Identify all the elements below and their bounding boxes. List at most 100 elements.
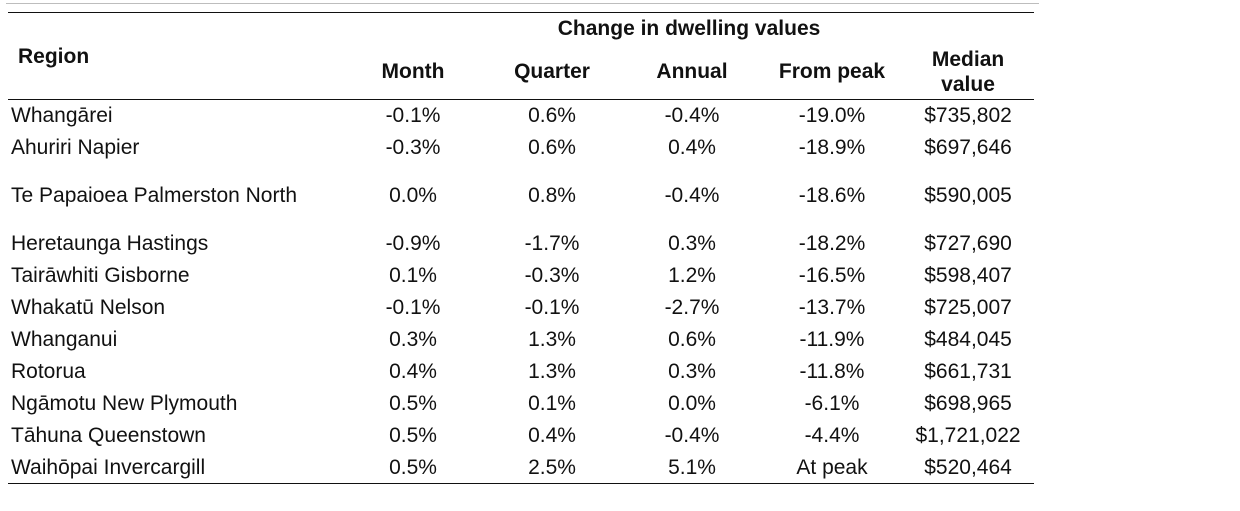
table-row: Tāhuna Queenstown 0.5% 0.4% -0.4% -4.4% … — [8, 420, 1034, 452]
month-cell: 0.5% — [389, 455, 437, 479]
quarter-cell: 0.6% — [528, 136, 576, 159]
region-label: Heretaunga Hastings — [11, 232, 209, 255]
from-peak-cell: -18.9% — [798, 136, 866, 159]
month-cell: 0.5% — [389, 392, 437, 415]
region-cell: Whangārei — [8, 100, 344, 132]
month-cell: 0.0% — [389, 184, 437, 207]
from-peak-cell: -13.7% — [798, 296, 866, 319]
column-header-region: Region — [8, 12, 344, 100]
quarter-cell: 1.3% — [528, 360, 576, 383]
annual-cell: -2.7% — [664, 296, 720, 319]
annual-cell: 0.4% — [668, 136, 716, 159]
annual-cell: 0.6% — [668, 328, 716, 351]
region-cell: Ahuriri Napier — [8, 132, 344, 164]
region-cell: Tairāwhiti Gisborne — [8, 260, 344, 292]
from-peak-cell: -19.0% — [798, 104, 866, 128]
column-header-row: Month Quarter Annual From peak Median va… — [8, 44, 1035, 100]
region-label: Tāhuna Queenstown — [11, 424, 206, 447]
quarter-cell: -0.3% — [524, 264, 580, 287]
annual-cell: -0.4% — [664, 184, 720, 207]
region-label: Tairāwhiti Gisborne — [11, 264, 190, 287]
region-cell: Whakatū Nelson — [8, 292, 344, 324]
annual-cell: 1.2% — [668, 264, 716, 287]
median-value-cell: $661,731 — [924, 360, 1012, 383]
median-value-cell: $598,407 — [924, 264, 1012, 287]
group-header-change-in-dwelling-values: Change in dwelling values — [557, 17, 821, 41]
median-value-cell: $697,646 — [924, 136, 1012, 159]
table-body: Whangārei -0.1% 0.6% -0.4% -19.0% $735,8… — [8, 100, 1034, 484]
quarter-cell: 1.3% — [528, 328, 576, 351]
from-peak-cell: -18.6% — [798, 184, 866, 207]
median-value-cell: $520,464 — [924, 455, 1012, 479]
median-value-cell: $735,802 — [924, 104, 1012, 128]
month-cell: -0.1% — [385, 104, 441, 128]
region-cell: Ngāmotu New Plymouth — [8, 388, 344, 420]
month-cell: -0.3% — [385, 136, 441, 159]
quarter-cell: -0.1% — [524, 296, 580, 319]
group-header-row: Region Change in dwelling values — [8, 12, 1034, 100]
region-label: Whangārei — [11, 104, 113, 128]
table-row: Ahuriri Napier -0.3% 0.6% 0.4% -18.9% $6… — [8, 132, 1034, 164]
median-value-cell: $725,007 — [924, 296, 1012, 319]
annual-cell: 5.1% — [668, 455, 716, 479]
median-value-cell: $727,690 — [924, 232, 1012, 255]
month-cell: -0.9% — [385, 232, 441, 255]
median-value-cell: $1,721,022 — [915, 424, 1021, 447]
table-row: Ngāmotu New Plymouth 0.5% 0.1% 0.0% -6.1… — [8, 388, 1034, 420]
month-cell: 0.5% — [389, 424, 437, 447]
table-row: Tairāwhiti Gisborne 0.1% -0.3% 1.2% -16.… — [8, 260, 1034, 292]
column-header-annual: Annual — [622, 44, 762, 100]
column-header-median-value: Median value — [902, 44, 1035, 100]
dwelling-values-table: Region Change in dwelling values Month Q… — [8, 12, 1035, 484]
quarter-cell: 0.8% — [528, 184, 576, 207]
quarter-cell: 0.6% — [528, 104, 576, 128]
region-label: Rotorua — [11, 360, 86, 383]
region-cell: Tāhuna Queenstown — [8, 420, 344, 452]
table-row: Whangārei -0.1% 0.6% -0.4% -19.0% $735,8… — [8, 100, 1034, 132]
quarter-cell: 0.1% — [528, 392, 576, 415]
column-header-median-value-label: Median value — [931, 47, 1005, 96]
top-hairline-divider — [6, 3, 1039, 4]
annual-cell: 0.3% — [668, 232, 716, 255]
from-peak-cell: -11.9% — [799, 328, 865, 351]
annual-cell: -0.4% — [664, 104, 720, 128]
table-header: Region Change in dwelling values Month Q… — [8, 12, 1035, 100]
median-value-cell: $698,965 — [924, 392, 1012, 415]
month-cell: -0.1% — [385, 296, 441, 319]
table-row: Heretaunga Hastings -0.9% -1.7% 0.3% -18… — [8, 228, 1034, 260]
quarter-cell: -1.7% — [524, 232, 580, 255]
table-row: Whakatū Nelson -0.1% -0.1% -2.7% -13.7% … — [8, 292, 1034, 324]
from-peak-cell: -6.1% — [804, 392, 860, 415]
month-cell: 0.1% — [389, 264, 437, 287]
median-value-cell: $590,005 — [924, 184, 1012, 207]
region-label: Whakatū Nelson — [11, 296, 166, 319]
column-header-from-peak: From peak — [762, 44, 902, 100]
table-row: Te Papaioea Palmerston North 0.0% 0.8% -… — [8, 164, 1034, 228]
column-header-quarter: Quarter — [482, 44, 622, 100]
region-label: Ngāmotu New Plymouth — [11, 392, 238, 415]
from-peak-cell: -18.2% — [798, 232, 866, 255]
region-cell: Heretaunga Hastings — [8, 228, 344, 260]
from-peak-cell: -4.4% — [804, 424, 860, 447]
table-row: Waihōpai Invercargill 0.5% 2.5% 5.1% At … — [8, 452, 1034, 484]
region-label: Waihōpai Invercargill — [11, 455, 206, 479]
region-cell: Waihōpai Invercargill — [8, 452, 344, 484]
month-cell: 0.4% — [389, 360, 437, 383]
region-cell: Whanganui — [8, 324, 344, 356]
quarter-cell: 2.5% — [528, 455, 576, 479]
annual-cell: 0.3% — [668, 360, 716, 383]
table-row: Whanganui 0.3% 1.3% 0.6% -11.9% $484,045 — [8, 324, 1034, 356]
from-peak-cell: At peak — [796, 455, 868, 479]
median-value-cell: $484,045 — [924, 328, 1012, 351]
region-label: Ahuriri Napier — [11, 136, 140, 159]
from-peak-cell: -16.5% — [798, 264, 866, 287]
annual-cell: -0.4% — [664, 424, 720, 447]
quarter-cell: 0.4% — [528, 424, 576, 447]
region-label: Te Papaioea Palmerston North — [11, 184, 297, 207]
region-label: Whanganui — [11, 328, 118, 351]
column-header-month: Month — [344, 44, 482, 100]
from-peak-cell: -11.8% — [799, 360, 865, 383]
region-cell: Rotorua — [8, 356, 344, 388]
region-cell: Te Papaioea Palmerston North — [8, 164, 344, 228]
table-row: Rotorua 0.4% 1.3% 0.3% -11.8% $661,731 — [8, 356, 1034, 388]
